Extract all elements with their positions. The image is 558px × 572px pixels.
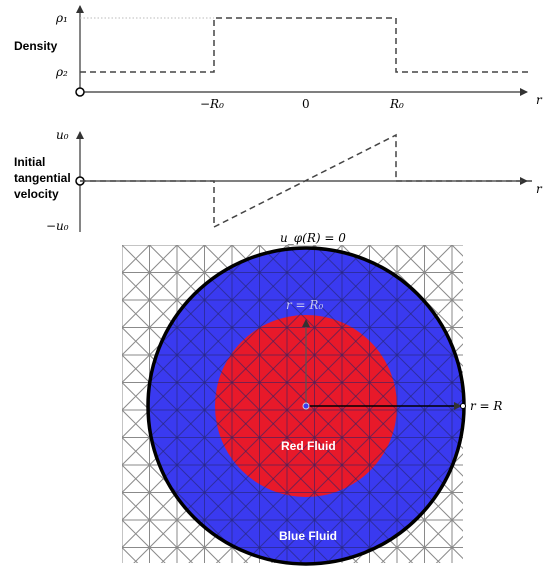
outer-radius-end-marker — [460, 403, 466, 409]
outer-radius-label: r = R — [470, 399, 502, 413]
neg-u0-label: −u₀ — [46, 219, 69, 233]
density-plot: Density ρ₁ ρ₂ −R₀ 0 R₀ r — [14, 5, 543, 111]
velocity-label-line3: velocity — [14, 187, 59, 201]
red-fluid-label: Red Fluid — [281, 439, 336, 453]
density-profile-line — [80, 17, 532, 73]
density-label: Density — [14, 39, 58, 53]
disk-diagram: u_φ(R) = 0 r = R₀ r = R Red Fluid Blue F… — [122, 231, 502, 566]
density-tick-neg-R0: −R₀ — [200, 97, 224, 111]
rho2-label: ρ₂ — [55, 65, 68, 79]
velocity-label-line1: Initial — [14, 155, 45, 169]
velocity-r-label: r — [536, 182, 543, 196]
velocity-label-line2: tangential — [14, 171, 71, 185]
disk-center-marker — [302, 402, 310, 410]
density-tick-pos-R0: R₀ — [389, 97, 404, 111]
rho1-label: ρ₁ — [55, 11, 68, 25]
velocity-profile-line — [80, 133, 532, 229]
u0-label: u₀ — [56, 128, 69, 142]
density-r-label: r — [536, 93, 543, 107]
velocity-plot: Initial tangential velocity u₀ −u₀ r — [14, 128, 543, 233]
density-origin-marker — [75, 87, 85, 97]
boundary-condition-label: u_φ(R) = 0 — [280, 231, 346, 245]
inner-radius-label: r = R₀ — [286, 298, 323, 312]
blue-fluid-label: Blue Fluid — [279, 529, 337, 543]
density-tick-zero: 0 — [302, 97, 310, 111]
